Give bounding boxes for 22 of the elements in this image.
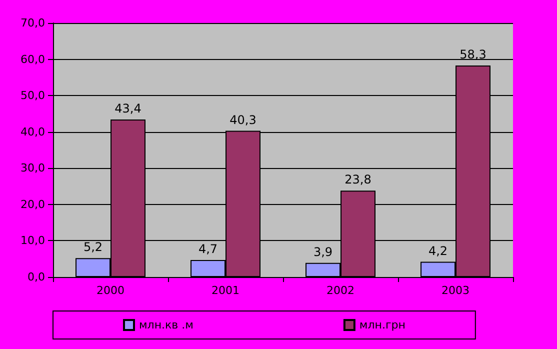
x-tick-label: 2001 <box>212 284 240 297</box>
y-tick-label: 10,0 <box>20 234 45 248</box>
y-tick-label: 20,0 <box>20 198 45 211</box>
data-label: 40,3 <box>230 112 256 127</box>
x-tick-label: 2002 <box>326 284 354 297</box>
y-tick-label: 0,0 <box>28 270 45 284</box>
x-tick-label: 2003 <box>442 284 470 297</box>
data-label: 58,3 <box>460 47 486 62</box>
data-label: 3,9 <box>313 244 333 259</box>
legend-label: млн.грн <box>359 318 406 332</box>
y-tick-label: 60,0 <box>20 52 45 66</box>
y-tick-label: 70,0 <box>20 16 45 30</box>
data-label: 43,4 <box>114 102 142 116</box>
data-label: 4,7 <box>198 242 218 256</box>
y-tick-label: 50,0 <box>20 89 45 102</box>
legend-label: млн.кв .м <box>139 318 194 332</box>
data-label: 23,8 <box>344 172 372 187</box>
x-tick-label: 2000 <box>96 284 124 297</box>
y-tick-label: 30,0 <box>20 162 45 175</box>
data-label: 4,2 <box>428 244 448 258</box>
y-tick-label: 40,0 <box>20 125 45 138</box>
data-label: 5,2 <box>83 240 103 254</box>
